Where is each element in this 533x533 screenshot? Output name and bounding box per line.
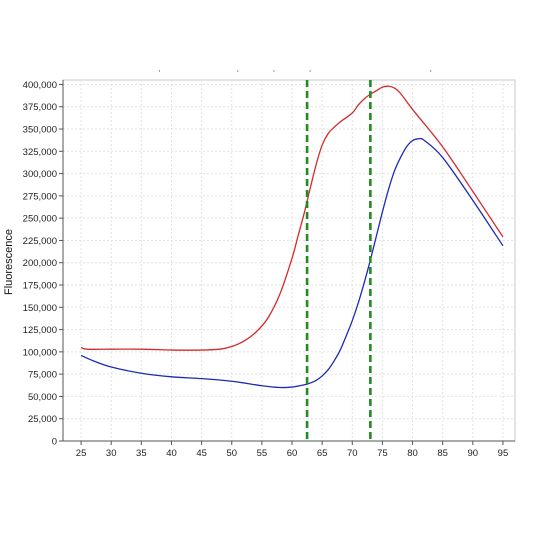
y-tick-label: 350,000 <box>23 125 57 136</box>
x-tick-label: 80 <box>407 448 418 459</box>
y-tick-label: 200,000 <box>23 258 57 269</box>
y-tick-label: 300,000 <box>23 169 57 180</box>
x-axis-ticks: 25 30 35 40 45 50 55 60 65 70 75 80 85 90 95 <box>76 441 508 459</box>
x-tick-label: 65 <box>317 448 328 459</box>
y-tick-label: 25,000 <box>28 414 57 425</box>
x-tick-label: 35 <box>136 448 147 459</box>
y-tick-label: 275,000 <box>23 191 57 202</box>
x-tick-label: 45 <box>196 448 207 459</box>
top-marks <box>158 70 432 72</box>
y-tick-label: 325,000 <box>23 147 57 158</box>
series-line-1 <box>80 85 504 351</box>
y-tick-label: 150,000 <box>23 303 57 314</box>
y-axis-ticks: 0 25,000 50,000 75,000 100,000 125,000 150,000… <box>23 80 63 448</box>
plot-area <box>62 79 516 442</box>
x-tick-label: 95 <box>498 448 509 459</box>
y-tick-label: 125,000 <box>23 325 57 336</box>
x-tick-label: 50 <box>226 448 237 459</box>
y-tick-label: 225,000 <box>23 236 57 247</box>
y-tick-label: 375,000 <box>23 102 57 113</box>
gridlines <box>63 80 515 441</box>
y-tick-label: 250,000 <box>23 214 57 225</box>
y-tick-label: 100,000 <box>23 347 57 358</box>
x-tick-label: 30 <box>106 448 117 459</box>
y-tick-label: 75,000 <box>28 370 57 381</box>
y-tick-label: 400,000 <box>23 80 57 91</box>
x-tick-label: 90 <box>468 448 479 459</box>
x-tick-label: 40 <box>166 448 177 459</box>
y-axis-title: Fluorescence <box>3 229 15 295</box>
x-tick-label: 70 <box>347 448 358 459</box>
x-tick-label: 85 <box>437 448 448 459</box>
y-tick-label: 0 <box>52 437 57 448</box>
y-tick-label: 175,000 <box>23 281 57 292</box>
axes <box>62 80 515 442</box>
reference-lines <box>305 80 372 441</box>
x-tick-label: 25 <box>76 448 87 459</box>
x-tick-label: 60 <box>287 448 298 459</box>
y-tick-label: 50,000 <box>28 392 57 403</box>
series-line-2 <box>80 137 504 389</box>
x-tick-label: 75 <box>377 448 388 459</box>
series-group <box>80 85 504 389</box>
x-tick-label: 55 <box>257 448 268 459</box>
